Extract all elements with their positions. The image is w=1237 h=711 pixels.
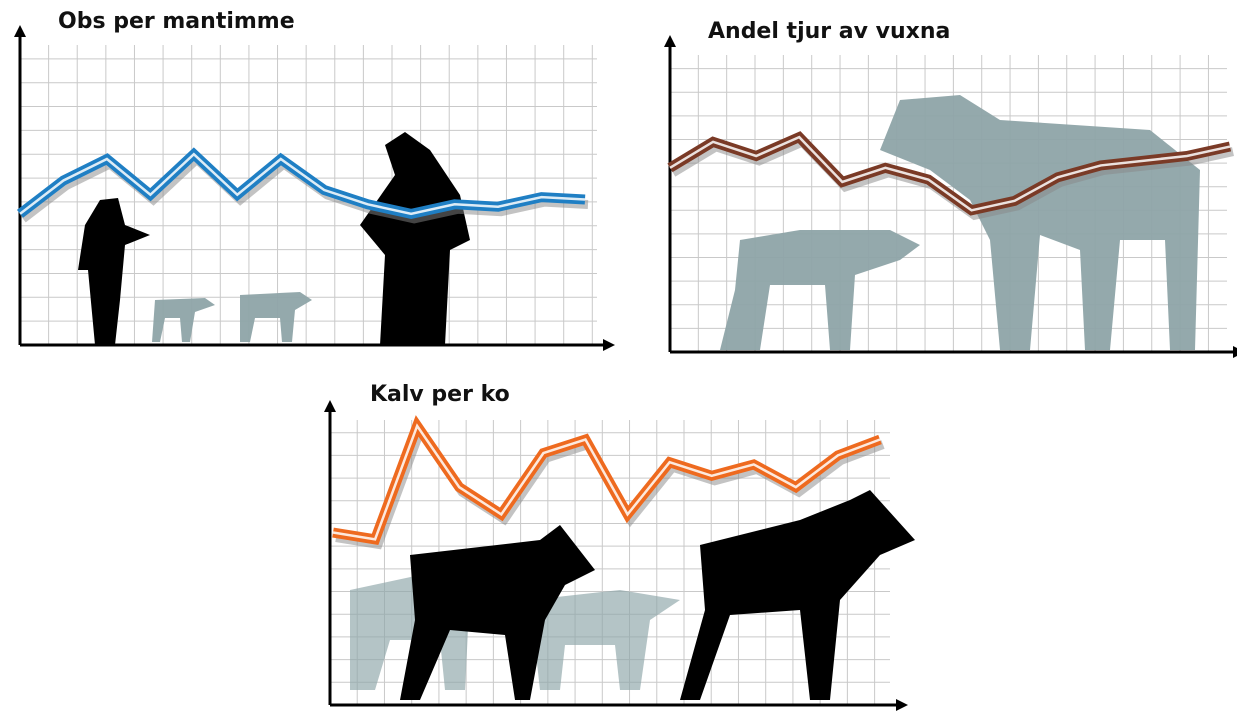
y-arrow — [14, 25, 26, 37]
small-moose — [152, 298, 215, 342]
chart-title: Obs per mantimme — [58, 9, 295, 34]
y-arrow — [664, 35, 676, 47]
chart-title: Andel tjur av vuxna — [708, 19, 950, 44]
person — [78, 198, 150, 345]
page: Obs per mantimme Andel tjur av vuxna Kalv … — [0, 0, 1237, 711]
black-calf — [680, 490, 915, 700]
small-moose — [240, 292, 312, 342]
people-silhouettes — [78, 132, 915, 700]
infographic: Obs per mantimme Andel tjur av vuxna Kalv … — [0, 0, 1237, 711]
person — [360, 132, 470, 345]
x-arrow — [896, 699, 908, 711]
cow-moose — [720, 230, 920, 350]
x-arrow — [1233, 346, 1237, 358]
y-arrow — [324, 400, 336, 412]
x-arrow — [603, 339, 615, 351]
chart-title: Kalv per ko — [370, 382, 510, 407]
